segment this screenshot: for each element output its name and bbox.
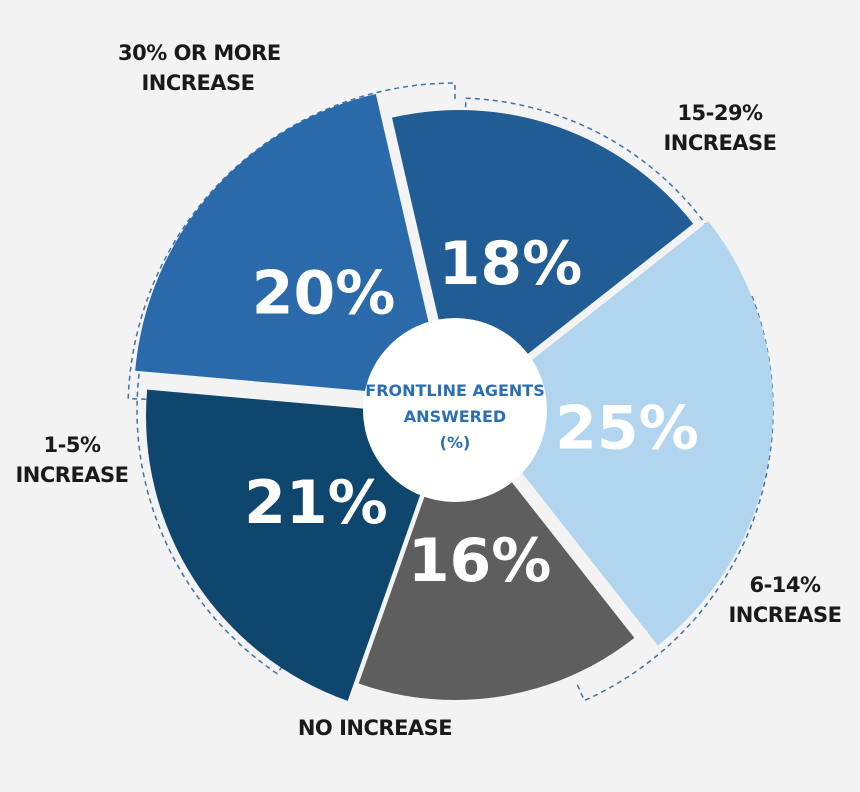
value-label-30-or-more: 20% xyxy=(252,259,396,329)
center-label: FRONTLINE AGENTS ANSWERED (%) xyxy=(362,378,548,456)
value-label-15-29: 18% xyxy=(439,229,583,299)
value-label-layer: 20% 18% 25%16% 21% xyxy=(244,229,699,596)
center-circle xyxy=(363,318,547,502)
value-label-6-14: 25% xyxy=(555,394,699,464)
slice-30-or-more xyxy=(135,93,446,399)
category-label-1-5: 1-5% INCREASE xyxy=(15,433,129,487)
category-label-30-or-more: 30% OR MORE INCREASE xyxy=(118,41,281,95)
category-label-6-14: 6-14% INCREASE xyxy=(728,573,842,627)
center-label-line-3: (%) xyxy=(439,433,471,452)
slice-no-increase xyxy=(358,410,635,700)
category-label-15-29: 15-29% INCREASE xyxy=(663,101,777,155)
dashed-outline-one-5 xyxy=(136,359,288,675)
slice-1-5 xyxy=(145,389,448,701)
value-label-1-5: 21% xyxy=(244,468,388,538)
category-label-no-increase: NO INCREASE xyxy=(297,716,453,740)
center-label-line-2: ANSWERED xyxy=(403,407,507,426)
value-label-no-increase: 16% xyxy=(408,526,552,596)
slice-6-14 xyxy=(471,221,774,646)
dashed-outline-thirty-plus xyxy=(127,82,456,400)
center-label-line-1: FRONTLINE AGENTS xyxy=(365,381,545,400)
